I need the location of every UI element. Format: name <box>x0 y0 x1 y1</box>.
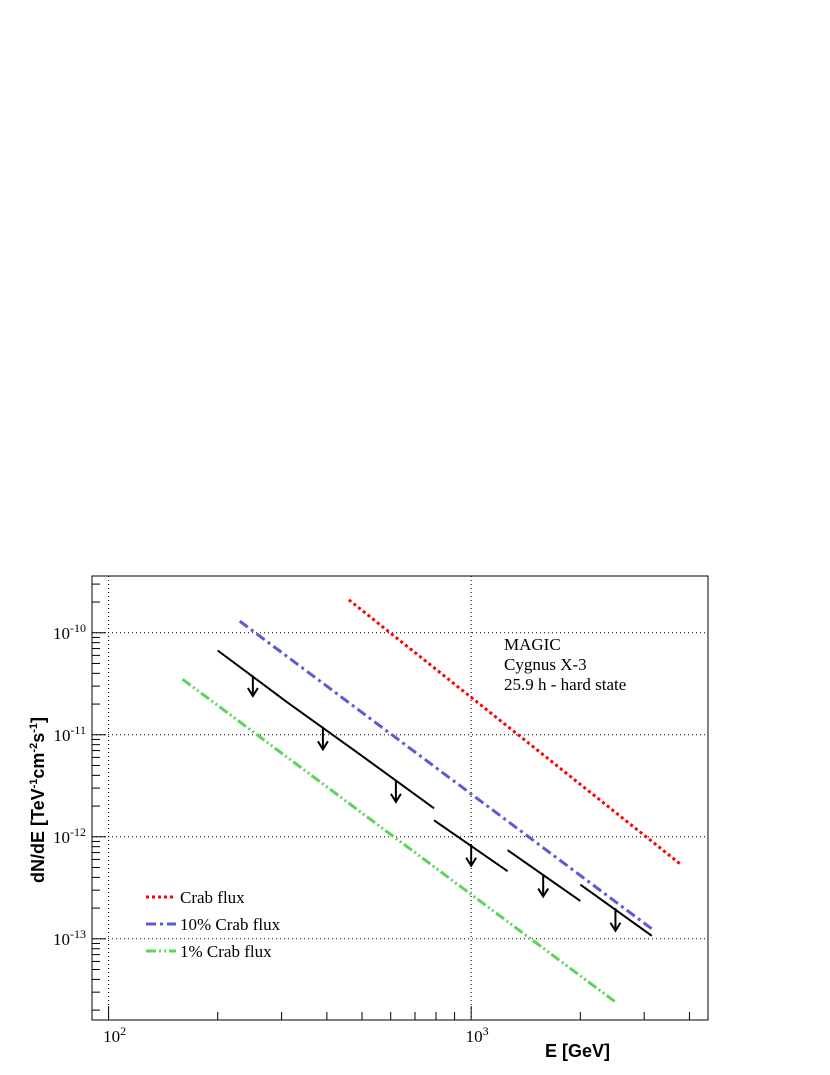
legend: Crab flux 10% Crab flux 1% Crab flux <box>146 888 281 961</box>
x-tick-label: 103 <box>466 1024 489 1046</box>
legend-label-crab: Crab flux <box>180 888 245 907</box>
y-title-exp2: -2 <box>28 743 40 753</box>
y-tick-label: 10-13 <box>53 927 86 949</box>
legend-label-1pct: 1% Crab flux <box>180 942 272 961</box>
plot-frame <box>91 575 709 1021</box>
series-line-0 <box>347 598 683 867</box>
tick-labels: 102 103 10-10 10-11 10-12 10-13 <box>53 621 489 1046</box>
upper-limit-arrowhead <box>317 740 329 752</box>
x-axis-title: E [GeV] <box>545 1041 610 1061</box>
y-title-cm: cm <box>28 753 48 779</box>
y-title-exp3: -1 <box>28 723 40 733</box>
series-lines <box>181 598 683 1004</box>
y-title-exp1: -1 <box>28 779 40 789</box>
y-title-s: s <box>28 733 48 743</box>
y-title-bracket: ] <box>28 717 48 723</box>
legend-label-10pct: 10% Crab flux <box>180 915 281 934</box>
annotation-line-1: MAGIC <box>504 635 561 654</box>
upper-limit-arrowhead <box>609 922 622 933</box>
series-line-1 <box>238 619 656 932</box>
upper-limit-arrowhead <box>537 887 550 899</box>
y-tick-label: 10-10 <box>53 621 86 643</box>
y-axis-title: dN/dE [TeV-1cm-2s-1] <box>28 717 48 883</box>
upper-limit-segment <box>361 755 435 810</box>
x-tick-label: 102 <box>103 1024 126 1046</box>
y-tick-label: 10-12 <box>53 825 86 847</box>
y-title-main: dN/dE [TeV <box>28 788 48 883</box>
upper-limit-segment <box>286 701 363 757</box>
annotation-line-2: Cygnus X-3 <box>504 655 587 674</box>
y-tick-label: 10-11 <box>53 723 86 745</box>
upper-limit-arrowhead <box>465 857 478 868</box>
annotation-line-3: 25.9 h - hard state <box>504 675 626 694</box>
upper-limits <box>217 649 653 937</box>
axis-ticks <box>91 583 690 1020</box>
upper-limit-arrowhead <box>247 687 259 698</box>
grid-lines <box>92 576 708 1020</box>
upper-limit-arrowhead <box>390 793 402 804</box>
